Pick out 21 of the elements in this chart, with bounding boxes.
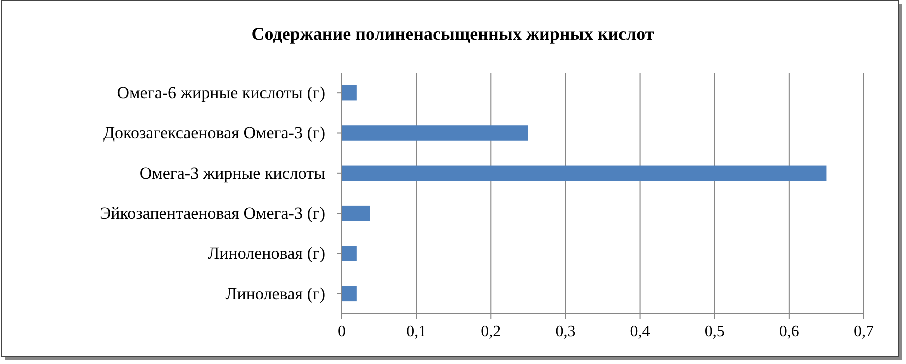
bar bbox=[342, 85, 357, 101]
bar bbox=[342, 126, 528, 141]
x-tick-label: 0,1 bbox=[406, 323, 427, 340]
bar bbox=[342, 286, 357, 302]
bar bbox=[342, 166, 827, 182]
x-tick-label: 0,2 bbox=[481, 323, 502, 340]
y-tick-label: Линолевая (г) bbox=[226, 284, 326, 304]
y-tick-label: Эйкозапентаеновая Омега-3 (г) bbox=[100, 204, 326, 224]
bar bbox=[342, 246, 357, 262]
y-tick-label: Омега-6 жирные кислоты (г) bbox=[117, 84, 326, 103]
x-tick-label: 0,5 bbox=[704, 323, 725, 340]
x-tick-label: 0,7 bbox=[854, 323, 874, 340]
x-tick-label: 0 bbox=[338, 323, 346, 340]
bar bbox=[342, 206, 370, 222]
x-tick-label: 0,6 bbox=[779, 323, 800, 340]
x-tick-label: 0,3 bbox=[556, 323, 576, 340]
chart-title: Содержание полиненасыщенных жирных кислот bbox=[252, 24, 654, 44]
y-tick-label: Докозагексаеновая Омега-3 (г) bbox=[103, 124, 326, 143]
y-tick-label: Линоленовая (г) bbox=[208, 244, 326, 264]
y-tick-label: Омега-3 жирные кислоты bbox=[140, 164, 326, 183]
x-tick-label: 0,4 bbox=[630, 323, 650, 340]
